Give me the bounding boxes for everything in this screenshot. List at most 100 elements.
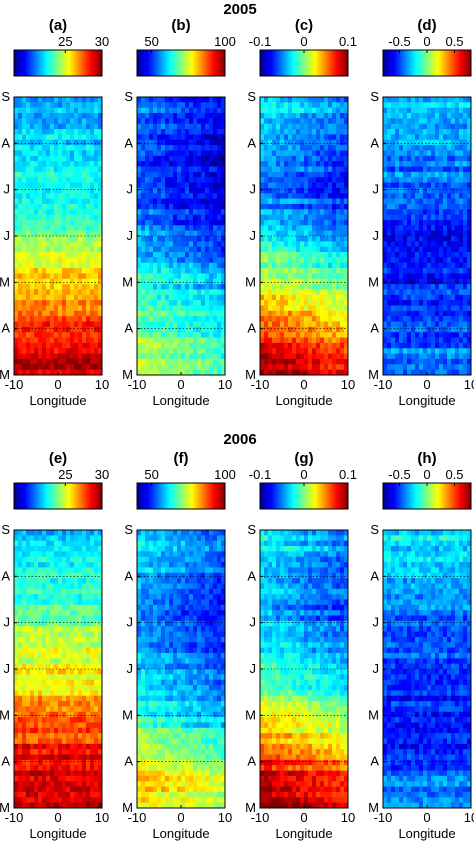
heatmap-cell [141, 268, 146, 274]
heatmap-cell [316, 107, 321, 114]
heatmap-cell [443, 284, 448, 290]
heatmap-cell [340, 289, 345, 296]
heatmap-cell [181, 348, 186, 355]
heatmap-cell [177, 166, 182, 173]
heatmap-cell [383, 145, 388, 151]
heatmap-cell [451, 358, 456, 365]
heatmap-cell [30, 305, 35, 312]
heatmap-cell [62, 578, 67, 584]
heatmap-cell [399, 214, 404, 221]
heatmap-cell [22, 535, 27, 542]
heatmap-cell [50, 326, 55, 333]
heatmap-cell [26, 358, 31, 365]
heatmap-cell [320, 257, 325, 264]
heatmap-cell [391, 102, 396, 109]
heatmap-cell [443, 316, 448, 322]
heatmap-cell [141, 236, 146, 242]
heatmap-cell [292, 113, 297, 119]
heatmap-cell [403, 219, 408, 226]
heatmap-cell [443, 289, 448, 296]
heatmap-cell [94, 113, 99, 119]
heatmap-cell [304, 262, 309, 269]
heatmap-cell [86, 289, 91, 296]
heatmap-cell [423, 236, 428, 242]
heatmap-cell [427, 332, 432, 338]
heatmap-cell [383, 321, 388, 328]
heatmap-cell [411, 134, 416, 141]
heatmap-cell [46, 369, 51, 376]
heatmap-cell [391, 353, 396, 360]
heatmap-cell [54, 161, 59, 167]
heatmap-cell [149, 342, 154, 349]
heatmap-cell [399, 145, 404, 151]
heatmap-cell [467, 236, 472, 242]
heatmap-cell [165, 262, 170, 269]
heatmap-cell [320, 342, 325, 349]
heatmap-cell [153, 155, 158, 162]
heatmap-cell [169, 209, 174, 216]
heatmap-cell [403, 118, 408, 125]
heatmap-cell [66, 113, 71, 119]
heatmap-cell [431, 268, 436, 274]
heatmap-cell [431, 182, 436, 189]
heatmap-cell [74, 257, 79, 264]
heatmap-cell [324, 294, 329, 301]
heatmap-cell [284, 241, 289, 248]
heatmap-cell [173, 166, 178, 173]
heatmap-cell [209, 278, 214, 285]
heatmap-cell [169, 326, 174, 333]
heatmap-cell [387, 219, 392, 226]
heatmap-cell [451, 326, 456, 333]
heatmap-cell [157, 113, 162, 119]
heatmap-cell [264, 166, 269, 173]
heatmap-cell [209, 161, 214, 167]
heatmap-cell [300, 289, 305, 296]
heatmap-cell [54, 342, 59, 349]
heatmap-cell [292, 214, 297, 221]
heatmap-cell [284, 332, 289, 338]
heatmap-cell [58, 193, 63, 199]
heatmap-cell [54, 316, 59, 322]
heatmap-cell [18, 134, 23, 141]
heatmap-cell [391, 332, 396, 338]
heatmap-cell [455, 252, 460, 258]
heatmap-cell [137, 326, 142, 333]
heatmap-cell [153, 198, 158, 205]
heatmap-cell [403, 214, 408, 221]
heatmap-cell [268, 129, 273, 135]
heatmap-cell [336, 337, 341, 344]
heatmap-cell [58, 241, 63, 248]
heatmap-cell [157, 364, 162, 371]
heatmap-cell [98, 364, 103, 371]
heatmap-cell [463, 225, 468, 232]
heatmap-cell [34, 203, 39, 210]
heatmap-cell [74, 193, 79, 199]
heatmap-cell [459, 139, 464, 146]
heatmap-cell [284, 145, 289, 151]
heatmap-cell [395, 252, 400, 258]
heatmap-cell [217, 166, 222, 173]
heatmap-cell [94, 588, 99, 595]
heatmap-cell [284, 129, 289, 135]
panel-label: (e) [49, 450, 67, 467]
heatmap-cell [74, 358, 79, 365]
heatmap-cell [328, 123, 333, 130]
heatmap-cell [209, 342, 214, 349]
heatmap-cell [141, 273, 146, 280]
heatmap-cell [78, 268, 83, 274]
heatmap-cell [344, 305, 349, 312]
heatmap-cell [455, 161, 460, 167]
heatmap-cell [264, 337, 269, 344]
heatmap-cell [399, 284, 404, 290]
heatmap-cell [82, 241, 87, 248]
heatmap-cell [38, 166, 43, 173]
heatmap-cell [383, 257, 388, 264]
heatmap-cell [300, 214, 305, 221]
heatmap-cell [387, 262, 392, 269]
heatmap-cell [70, 342, 75, 349]
heatmap-cell [82, 236, 87, 242]
heatmap-cell [66, 567, 71, 574]
heatmap-cell [383, 225, 388, 232]
heatmap-cell [300, 107, 305, 114]
heatmap-cell [296, 310, 301, 317]
